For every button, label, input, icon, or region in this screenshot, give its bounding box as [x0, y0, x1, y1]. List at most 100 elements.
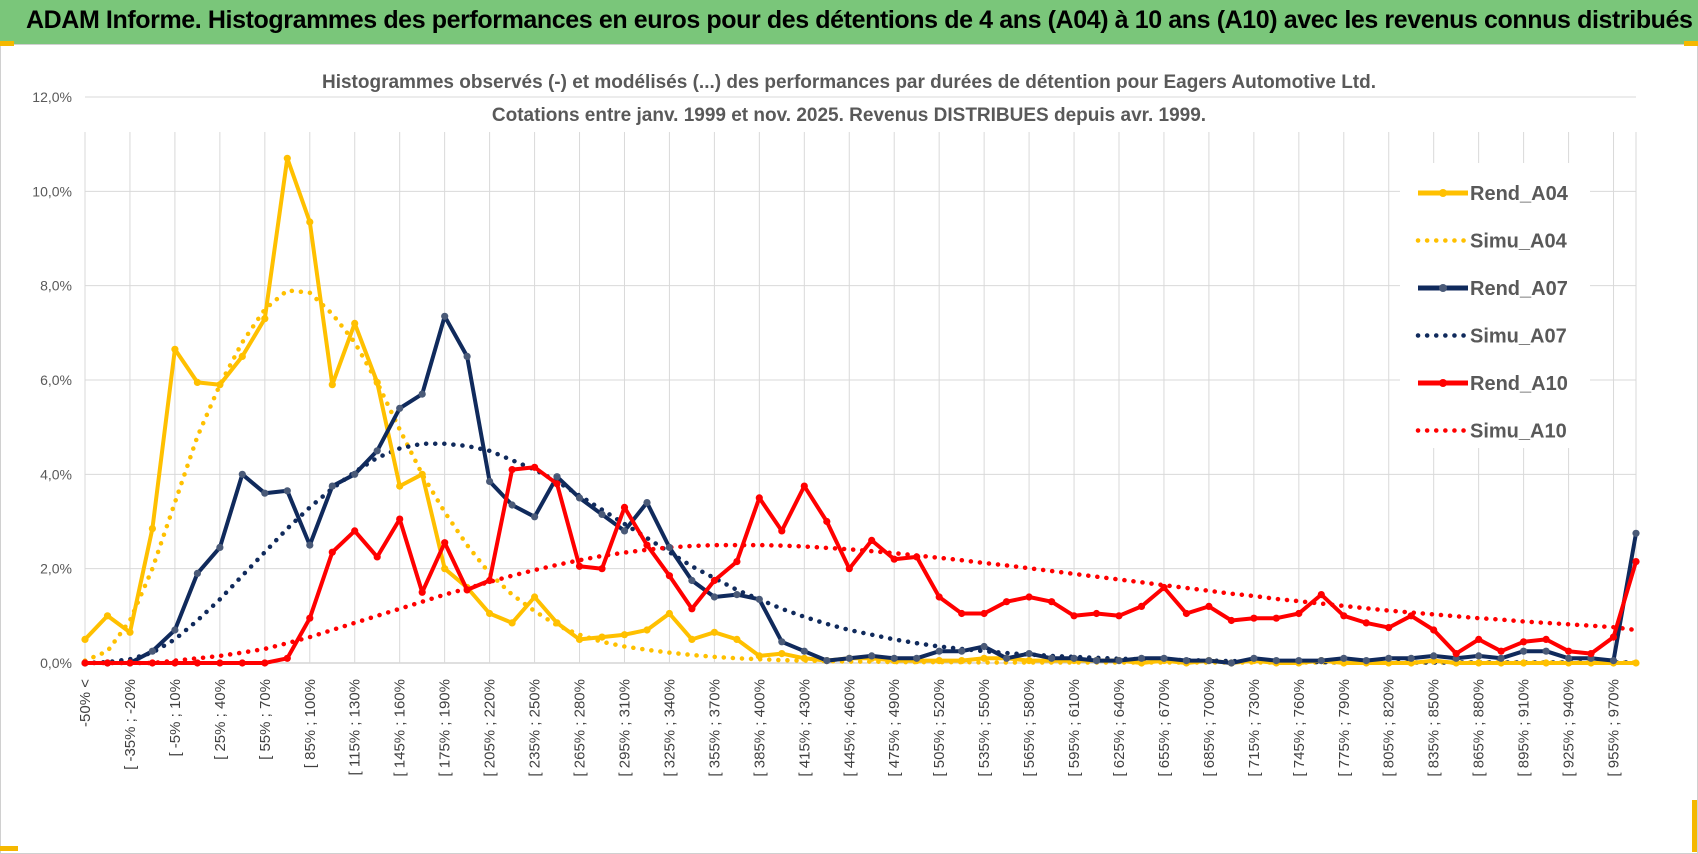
point-Rend_A04	[216, 381, 224, 389]
legend-box	[1400, 163, 1590, 448]
point-Rend_A07	[845, 654, 853, 662]
point-Rend_A04	[688, 635, 696, 644]
line-Simu_A10	[82, 542, 1639, 666]
point-Rend_A04	[1542, 659, 1550, 667]
point-Rend_A10	[396, 515, 404, 523]
series-Simu_A10	[82, 542, 1639, 666]
point-Rend_A07	[1362, 657, 1370, 665]
point-Rend_A07	[958, 647, 966, 655]
point-Rend_A07	[1565, 654, 1573, 662]
y-tick-label: 0,0%	[40, 655, 72, 671]
legend-label: Rend_A04	[1470, 183, 1569, 205]
point-Rend_A07	[980, 642, 988, 651]
x-tick-label: [ 535% ; 550%	[976, 679, 993, 777]
point-Rend_A10	[1587, 650, 1595, 658]
point-Rend_A07	[1092, 657, 1101, 665]
point-Rend_A10	[283, 654, 291, 662]
point-Rend_A10	[1565, 647, 1573, 655]
point-Rend_A10	[1430, 626, 1438, 634]
point-Rend_A07	[1475, 652, 1483, 660]
corner-mark-top-left	[0, 41, 14, 46]
point-Rend_A04	[531, 593, 539, 601]
x-tick-label: [ 175% ; 190%	[437, 679, 454, 777]
point-Rend_A10	[261, 659, 269, 667]
point-Rend_A07	[261, 489, 269, 497]
point-Rend_A07	[193, 569, 201, 578]
point-Rend_A10	[1362, 619, 1370, 627]
legend: Rend_A04 Simu_A04 Rend_A07 Simu_A07 Rend_A10…	[1400, 163, 1590, 448]
point-Rend_A04	[1475, 659, 1483, 667]
point-Rend_A10	[868, 536, 876, 545]
point-Rend_A04	[261, 315, 269, 323]
x-tick-label: [ 505% ; 520%	[931, 679, 948, 777]
point-Rend_A04	[351, 319, 359, 327]
point-Rend_A04	[148, 525, 156, 533]
point-Rend_A07	[800, 647, 808, 655]
point-Rend_A10	[575, 562, 584, 570]
y-tick-label: 10,0%	[32, 183, 72, 199]
point-Rend_A04	[328, 381, 336, 389]
point-Rend_A04	[620, 631, 629, 639]
x-tick-label: [ 475% ; 490%	[886, 679, 903, 777]
point-Rend_A04	[486, 609, 494, 618]
x-tick-label: [ 655% ; 670%	[1156, 679, 1173, 777]
x-tick-label: [ 865% ; 880%	[1471, 679, 1488, 777]
point-Rend_A10	[1160, 583, 1168, 592]
x-tick-label: [ 355% ; 370%	[706, 679, 723, 777]
point-Rend_A10	[980, 609, 988, 618]
point-Rend_A10	[193, 659, 201, 667]
point-Rend_A07	[1317, 657, 1325, 665]
point-Rend_A07	[868, 652, 876, 660]
point-Rend_A07	[553, 473, 561, 481]
point-Rend_A10	[441, 539, 449, 547]
point-Rend_A10	[1137, 602, 1146, 611]
x-tick-label: [ 25% ; 40%	[212, 679, 229, 760]
point-Rend_A07	[463, 352, 471, 360]
point-Rend_A07	[1272, 657, 1280, 665]
point-Rend_A10	[823, 517, 831, 526]
point-Rend_A10	[643, 541, 651, 549]
point-Rend_A10	[1070, 612, 1078, 620]
point-Rend_A10	[81, 659, 89, 667]
legend-label: Simu_A07	[1470, 326, 1567, 348]
point-Rend_A04	[1632, 659, 1640, 667]
point-Rend_A10	[1048, 598, 1056, 606]
point-Rend_A07	[441, 312, 449, 320]
point-Rend_A10	[1385, 624, 1393, 632]
point-Rend_A10	[238, 659, 246, 667]
point-Rend_A10	[103, 659, 112, 667]
point-Rend_A07	[148, 647, 156, 655]
point-Rend_A07	[598, 510, 606, 518]
point-Rend_A10	[1452, 650, 1460, 658]
point-Rend_A07	[1048, 654, 1056, 662]
point-Rend_A07	[935, 647, 943, 655]
x-tick-label: [ 595% ; 610%	[1066, 679, 1083, 777]
point-Rend_A07	[823, 657, 831, 665]
point-Rend_A07	[913, 654, 921, 662]
x-tick-label: [ 85% ; 100%	[302, 679, 319, 768]
point-Rend_A07	[508, 501, 516, 509]
point-Rend_A10	[800, 482, 808, 490]
point-Rend_A07	[1003, 654, 1011, 662]
point-Rend_A04	[733, 635, 741, 644]
point-Rend_A07	[1407, 654, 1415, 662]
point-Rend_A07	[1295, 657, 1303, 665]
point-Rend_A07	[531, 513, 539, 521]
point-Rend_A10	[148, 659, 156, 667]
legend-marker	[1439, 189, 1447, 197]
x-tick-label: [ 385% ; 400%	[751, 679, 768, 777]
point-Rend_A07	[575, 494, 584, 502]
point-Rend_A10	[710, 576, 719, 585]
point-Rend_A10	[598, 565, 606, 573]
point-Rend_A07	[733, 591, 741, 599]
point-Rend_A10	[733, 558, 741, 566]
grid-lines	[84, 96, 1637, 664]
x-tick-label: [ -5% ; 10%	[167, 679, 184, 757]
page-title: ADAM Informe. Histogrammes des performan…	[26, 6, 1693, 34]
point-Rend_A07	[1497, 654, 1505, 662]
point-Rend_A04	[665, 609, 674, 618]
legend-item-Rend_A10: Rend_A10	[1418, 373, 1568, 395]
point-Rend_A04	[958, 657, 966, 665]
point-Rend_A04	[283, 154, 291, 162]
point-Rend_A10	[1250, 614, 1258, 622]
